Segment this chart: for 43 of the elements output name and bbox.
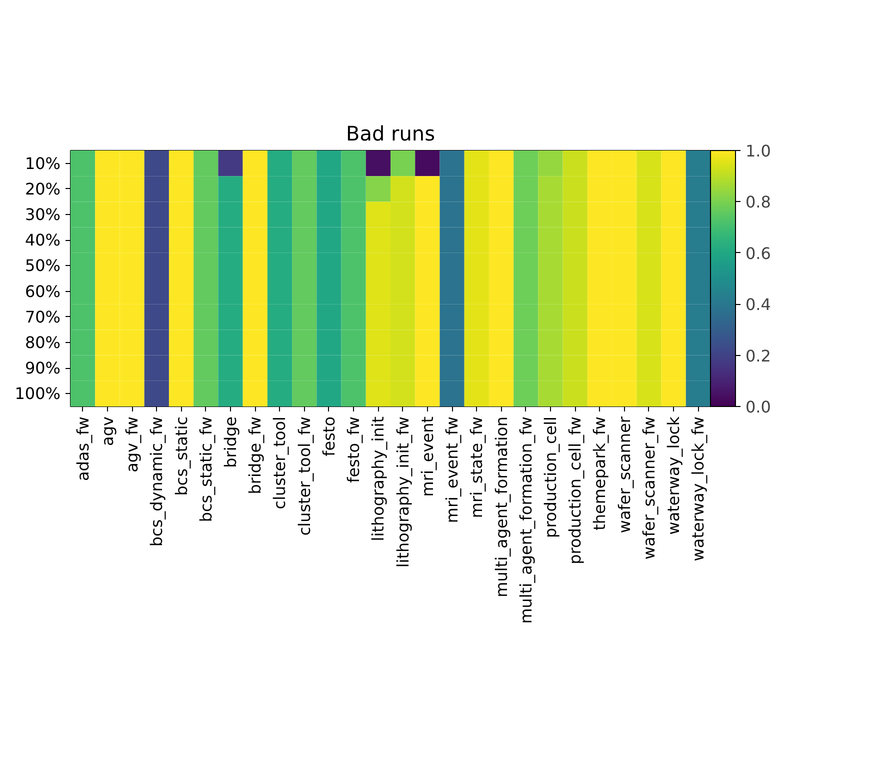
- chart-title: Bad runs: [346, 122, 436, 146]
- y-tick-label: 40%: [24, 230, 60, 250]
- x-tick-label: wafer_scanner_fw: [639, 416, 658, 560]
- x-tick-label: multi_agent_formation_fw: [516, 416, 536, 624]
- x-tick-label: bcs_static_fw: [196, 416, 216, 522]
- x-tick-label: bridge: [221, 416, 240, 468]
- x-tick-label: cluster_tool: [270, 416, 290, 510]
- y-tick-label: 80%: [24, 333, 60, 352]
- x-tick-label: agv_fw: [122, 416, 142, 472]
- x-tick-label: mri_state_fw: [467, 416, 486, 518]
- x-tick-label: lithography_init: [368, 416, 388, 542]
- x-tick-label: multi_agent_formation: [492, 416, 511, 598]
- x-tick-label: cluster_tool_fw: [294, 416, 314, 536]
- x-tick-label: waterway_lock: [664, 416, 684, 535]
- y-tick-label: 90%: [24, 358, 60, 378]
- color-bar-label: 0.6: [746, 244, 771, 263]
- color-bar-label: 0.0: [746, 398, 771, 416]
- color-bar-label: 0.4: [746, 295, 771, 314]
- x-tick-label: production_cell: [541, 416, 560, 538]
- color-bar-label: 0.2: [746, 346, 771, 366]
- y-tick-label: 30%: [24, 205, 60, 224]
- color-bar-label: 0.8: [746, 192, 771, 212]
- color-bar-label: 1.0: [746, 142, 771, 160]
- x-tick-label: themepark_fw: [590, 416, 610, 530]
- y-tick-label: 20%: [24, 179, 60, 198]
- x-tick-label: mri_event_fw: [442, 416, 462, 524]
- y-tick-label: 10%: [24, 154, 60, 173]
- y-tick-label: 70%: [24, 307, 60, 326]
- x-tick-label: festo_fw: [344, 416, 364, 483]
- x-tick-label: wafer_scanner: [614, 416, 634, 534]
- x-tick-label: production_cell_fw: [566, 416, 585, 564]
- x-tick-label: agv: [98, 416, 117, 446]
- x-tick-label: adas_fw: [73, 416, 92, 482]
- x-tick-label: waterway_lock_fw: [688, 416, 708, 562]
- x-tick-label: mri_event: [418, 416, 437, 497]
- y-tick-label: 60%: [24, 282, 60, 301]
- x-tick-label: bcs_static: [172, 416, 191, 496]
- x-tick-label: bcs_dynamic_fw: [147, 416, 166, 547]
- x-tick-label: lithography_init_fw: [393, 416, 412, 568]
- y-tick-label: 50%: [24, 256, 60, 276]
- x-tick-label: festo: [319, 416, 338, 456]
- y-tick-label: 100%: [14, 384, 61, 404]
- x-tick-label: bridge_fw: [246, 416, 265, 494]
